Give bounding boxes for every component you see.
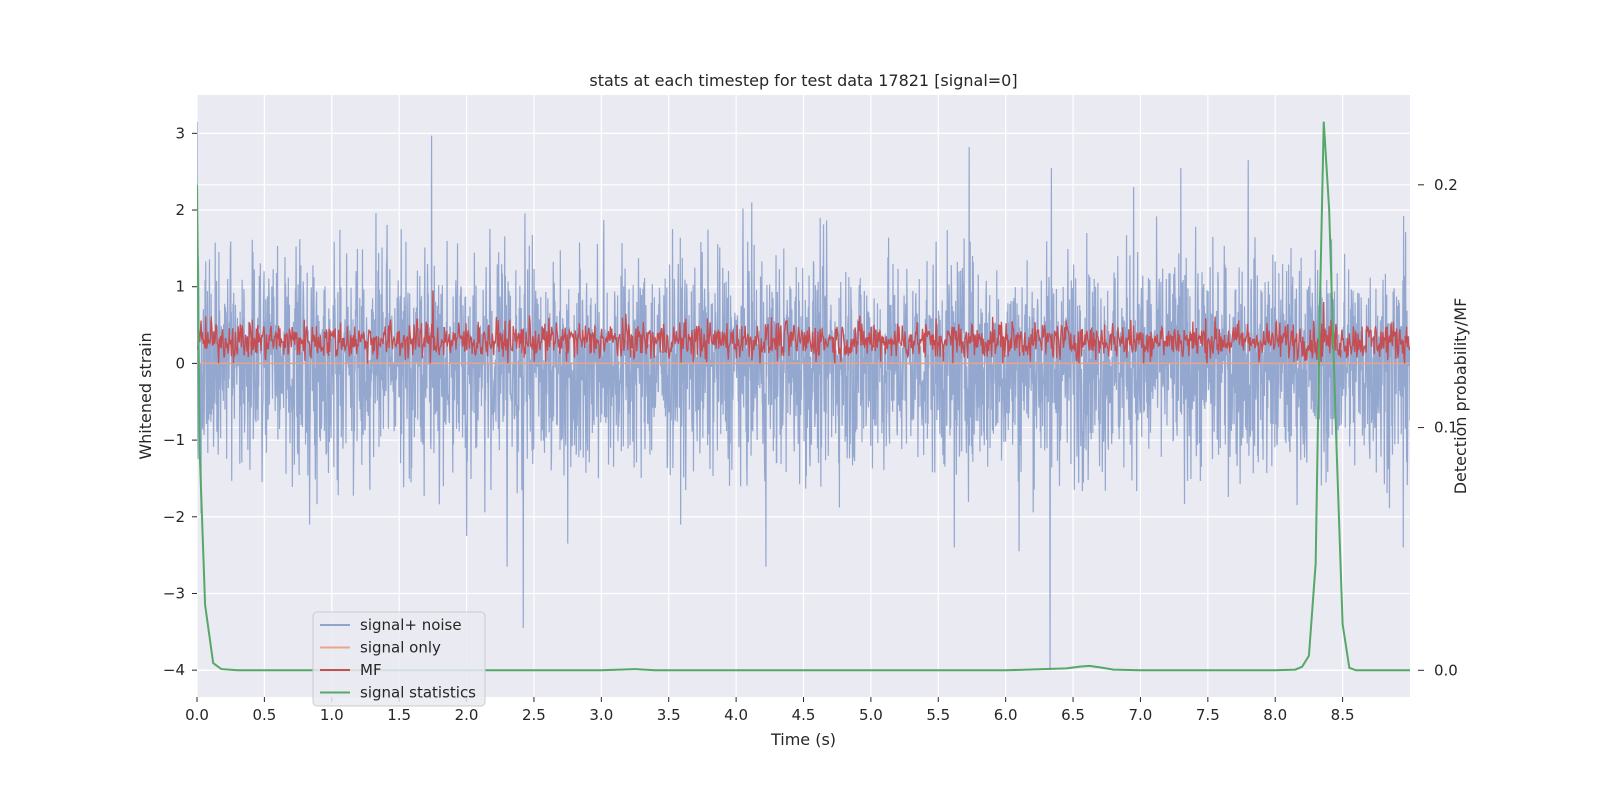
x-tick-label: 8.0 xyxy=(1263,706,1287,724)
y-right-tick-label: 0.0 xyxy=(1434,661,1458,679)
y-axis-label: Whitened strain xyxy=(136,332,155,459)
x-tick-label: 5.5 xyxy=(926,706,950,724)
y-tick-label: −4 xyxy=(163,661,185,679)
x-tick-label: 3.5 xyxy=(657,706,681,724)
x-tick-label: 8.5 xyxy=(1331,706,1355,724)
x-tick-label: 7.0 xyxy=(1129,706,1153,724)
y-tick-label: 2 xyxy=(175,201,185,219)
y-tick-label: 1 xyxy=(175,278,185,296)
legend: signal+ noise signal only MF signal statist… xyxy=(312,611,486,707)
series-mf xyxy=(197,290,1410,364)
x-tick-label: 2.5 xyxy=(522,706,546,724)
x-tick-label: 1.0 xyxy=(320,706,344,724)
legend-label: MF xyxy=(360,661,382,679)
x-tick-label: 4.0 xyxy=(724,706,748,724)
y-tick-label: −3 xyxy=(163,584,185,602)
y-right-tick-label: 0.1 xyxy=(1434,419,1458,437)
y-tick-label: −2 xyxy=(163,508,185,526)
x-tick-label: 4.5 xyxy=(792,706,816,724)
x-tick-label: 3.0 xyxy=(589,706,613,724)
x-tick-label: 5.0 xyxy=(859,706,883,724)
tick-layer: 0.0 0.5 1.0 1.5 2.0 2.5 3.0 3.5 4.0 4.5 5.0 5.5 6.0 6… xyxy=(163,124,1458,724)
y-tick-label: −1 xyxy=(163,431,185,449)
x-tick-label: 2.0 xyxy=(455,706,479,724)
x-tick-label: 7.5 xyxy=(1196,706,1220,724)
series-layer xyxy=(197,121,1410,672)
y-tick-label: 0 xyxy=(175,354,185,372)
x-tick-label: 6.5 xyxy=(1061,706,1085,724)
chart-title: stats at each timestep for test data 178… xyxy=(589,71,1017,90)
series-signal-statistics xyxy=(197,121,1410,672)
x-tick-label: 1.5 xyxy=(387,706,411,724)
y-tick-label: 3 xyxy=(175,124,185,142)
legend-label: signal+ noise xyxy=(360,616,462,634)
x-tick-label: 6.0 xyxy=(994,706,1018,724)
x-axis-label: Time (s) xyxy=(770,730,836,749)
y-right-tick-label: 0.2 xyxy=(1434,176,1458,194)
x-tick-label: 0.5 xyxy=(252,706,276,724)
x-tick-label: 0.0 xyxy=(185,706,209,724)
legend-box xyxy=(312,611,486,707)
legend-label: signal only xyxy=(360,639,441,657)
y-axis-right-label: Detection probability/MF xyxy=(1451,298,1470,495)
legend-label: signal statistics xyxy=(360,684,476,702)
